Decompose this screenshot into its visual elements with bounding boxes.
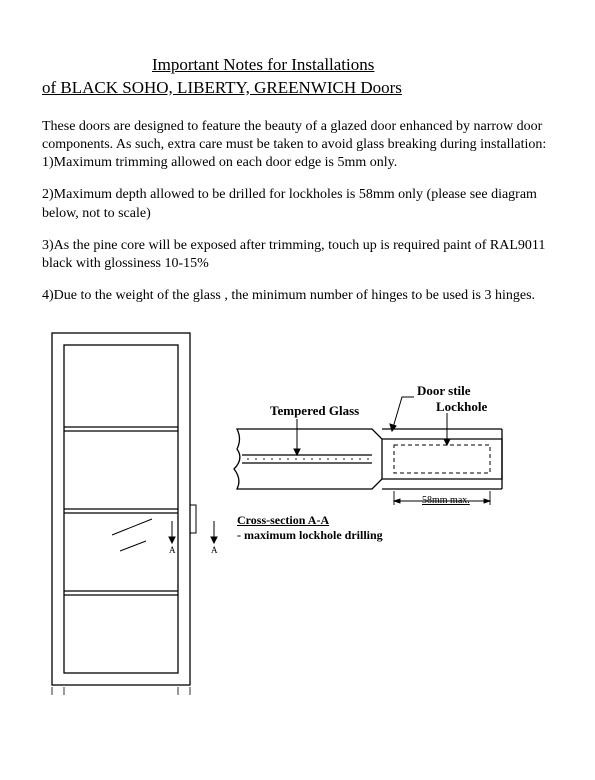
diagram-area: Tempered Glass Door stile Lockhole 58mm … bbox=[42, 319, 552, 699]
section-marker-a-left: A bbox=[169, 545, 176, 555]
title-block: Important Notes for Installations of BLA… bbox=[42, 54, 553, 100]
cross-section-title: Cross-section A-A bbox=[237, 513, 329, 527]
section-marker-a-right: A bbox=[211, 545, 218, 555]
note-2: 2)Maximum depth allowed to be drilled fo… bbox=[42, 186, 553, 222]
title-line-2: of BLACK SOHO, LIBERTY, GREENWICH Doors bbox=[42, 77, 553, 100]
label-tempered-glass: Tempered Glass bbox=[270, 403, 359, 419]
cross-section-sub: - maximum lockhole drilling bbox=[237, 528, 383, 542]
intro-paragraph: These doors are designed to feature the … bbox=[42, 118, 553, 173]
note-1: 1)Maximum trimming allowed on each door … bbox=[42, 155, 397, 170]
label-door-stile: Door stile bbox=[417, 383, 471, 399]
intro-text: These doors are designed to feature the … bbox=[42, 119, 546, 152]
cross-section-label: Cross-section A-A - maximum lockhole dri… bbox=[237, 513, 383, 542]
technical-diagram-svg bbox=[42, 319, 552, 699]
note-3: 3)As the pine core will be exposed after… bbox=[42, 237, 553, 273]
label-lockhole: Lockhole bbox=[436, 399, 487, 415]
body-text: These doors are designed to feature the … bbox=[42, 118, 553, 306]
label-58mm: 58mm max. bbox=[422, 495, 470, 506]
title-line-1: Important Notes for Installations bbox=[42, 54, 553, 77]
note-4: 4)Due to the weight of the glass , the m… bbox=[42, 287, 553, 305]
document-page: Important Notes for Installations of BLA… bbox=[0, 0, 595, 719]
